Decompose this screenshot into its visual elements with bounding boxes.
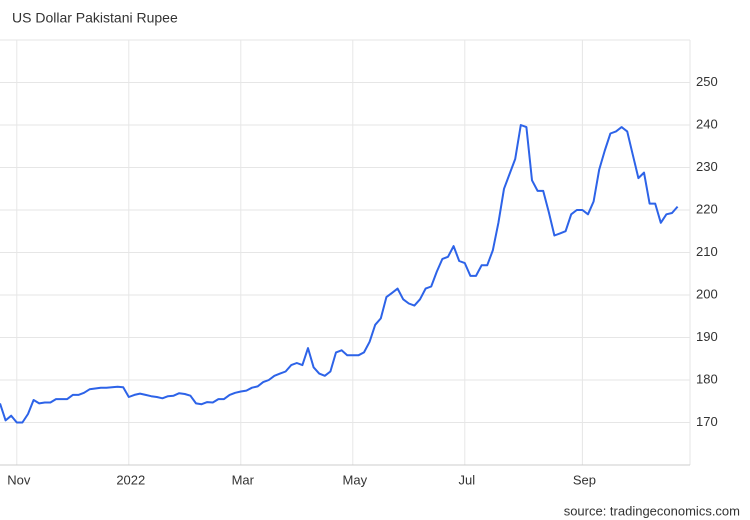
x-tick-label: Sep <box>573 472 596 487</box>
x-tick-label: 2022 <box>116 472 145 487</box>
y-tick-label: 220 <box>696 201 718 216</box>
y-tick-label: 190 <box>696 329 718 344</box>
x-tick-label: Nov <box>7 472 31 487</box>
line-series <box>0 124 679 424</box>
y-tick-label: 200 <box>696 286 718 301</box>
y-tick-label: 250 <box>696 74 718 89</box>
x-tick-label: Mar <box>232 472 255 487</box>
y-tick-label: 170 <box>696 414 718 429</box>
x-tick-label: May <box>343 472 368 487</box>
y-tick-label: 230 <box>696 159 718 174</box>
y-tick-label: 240 <box>696 116 718 131</box>
source: source: tradingeconomics.com <box>564 503 740 518</box>
chart-title: US Dollar Pakistani Rupee <box>12 10 178 26</box>
x-tick-label: Jul <box>458 472 475 487</box>
y-tick-label: 180 <box>696 371 718 386</box>
y-tick-label: 210 <box>696 244 718 259</box>
